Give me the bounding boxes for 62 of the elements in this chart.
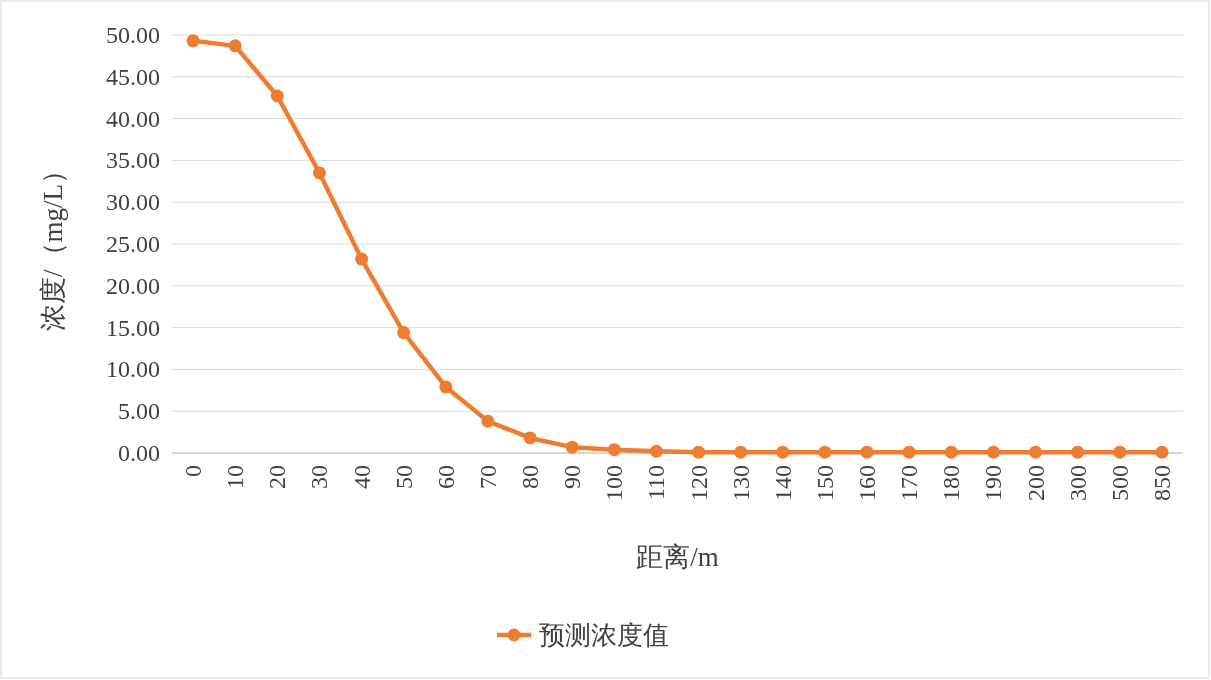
y-tick-label: 35.00	[106, 147, 160, 174]
point	[944, 445, 958, 459]
y-tick-label: 0.00	[118, 440, 160, 466]
y-axis-title: 浓度/（mg/L）	[38, 157, 68, 331]
x-tick-label: 40	[348, 465, 375, 489]
point	[1029, 445, 1043, 459]
point	[649, 444, 663, 458]
point	[523, 431, 537, 445]
point	[270, 89, 284, 103]
y-tick-label: 30.00	[106, 189, 160, 216]
x-tick-label: 20	[264, 465, 291, 489]
point	[481, 414, 495, 428]
x-tick-label: 80	[517, 465, 544, 489]
point	[902, 445, 916, 459]
x-tick-label: 120	[685, 465, 712, 501]
point	[228, 39, 242, 53]
point	[1071, 445, 1085, 459]
x-tick-label: 160	[854, 465, 881, 501]
point	[439, 380, 453, 394]
x-tick-label: 190	[980, 465, 1007, 501]
y-tick-label: 45.00	[106, 63, 160, 90]
x-tick-label: 140	[769, 465, 796, 501]
y-tick-label: 5.00	[118, 398, 160, 425]
point	[818, 445, 832, 459]
x-tick-label: 300	[1064, 465, 1091, 501]
x-tick-label: 200	[1022, 465, 1049, 501]
y-tick-label: 15.00	[106, 314, 160, 341]
x-tick-label: 130	[727, 465, 754, 501]
x-tick-label: 150	[811, 465, 838, 501]
x-tick-label: 30	[306, 465, 333, 489]
x-tick-label: 10	[222, 465, 249, 489]
point	[986, 445, 1000, 459]
y-tick-label: 40.00	[106, 105, 160, 132]
x-axis-title: 距离/m	[636, 542, 719, 572]
x-tick-label: 0	[180, 465, 207, 477]
point	[860, 445, 874, 459]
x-tick-label: 50	[390, 465, 417, 489]
x-tick-label: 90	[559, 465, 586, 489]
x-tick-label: 170	[896, 465, 923, 501]
y-tick-label: 20.00	[106, 272, 160, 299]
x-tick-label: 100	[601, 465, 628, 501]
point	[776, 445, 790, 459]
legend-label: 预测浓度值	[539, 621, 669, 650]
point	[734, 445, 748, 459]
y-tick-label: 25.00	[106, 231, 160, 257]
x-tick-label: 110	[643, 465, 670, 501]
y-tick-label: 50.00	[106, 22, 160, 48]
point	[186, 34, 200, 48]
x-tick-label: 850	[1148, 465, 1175, 501]
point	[607, 443, 621, 457]
point	[312, 166, 326, 180]
point	[692, 445, 706, 459]
x-tick-label: 70	[474, 465, 501, 489]
x-tick-label: 180	[938, 465, 965, 501]
point	[1155, 445, 1169, 459]
point	[565, 440, 579, 454]
y-tick-label: 10.00	[106, 356, 160, 383]
point	[355, 252, 369, 266]
x-tick-label: 60	[432, 465, 459, 489]
point	[397, 326, 411, 340]
x-tick-label: 500	[1106, 465, 1133, 501]
point	[1113, 445, 1127, 459]
